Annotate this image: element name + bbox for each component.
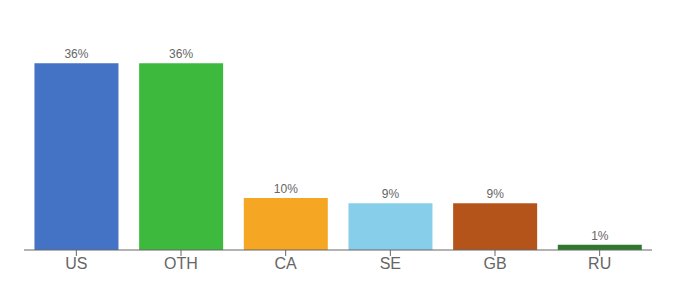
svg-text:SE: SE <box>380 255 401 272</box>
svg-text:9%: 9% <box>486 187 504 201</box>
svg-text:CA: CA <box>275 255 298 272</box>
svg-text:36%: 36% <box>64 47 88 61</box>
svg-text:1%: 1% <box>591 229 609 243</box>
svg-text:9%: 9% <box>382 187 400 201</box>
svg-text:36%: 36% <box>169 47 193 61</box>
svg-text:RU: RU <box>588 255 611 272</box>
svg-text:10%: 10% <box>274 182 298 196</box>
svg-text:OTH: OTH <box>164 255 198 272</box>
svg-text:GB: GB <box>483 255 506 272</box>
svg-text:US: US <box>65 255 87 272</box>
